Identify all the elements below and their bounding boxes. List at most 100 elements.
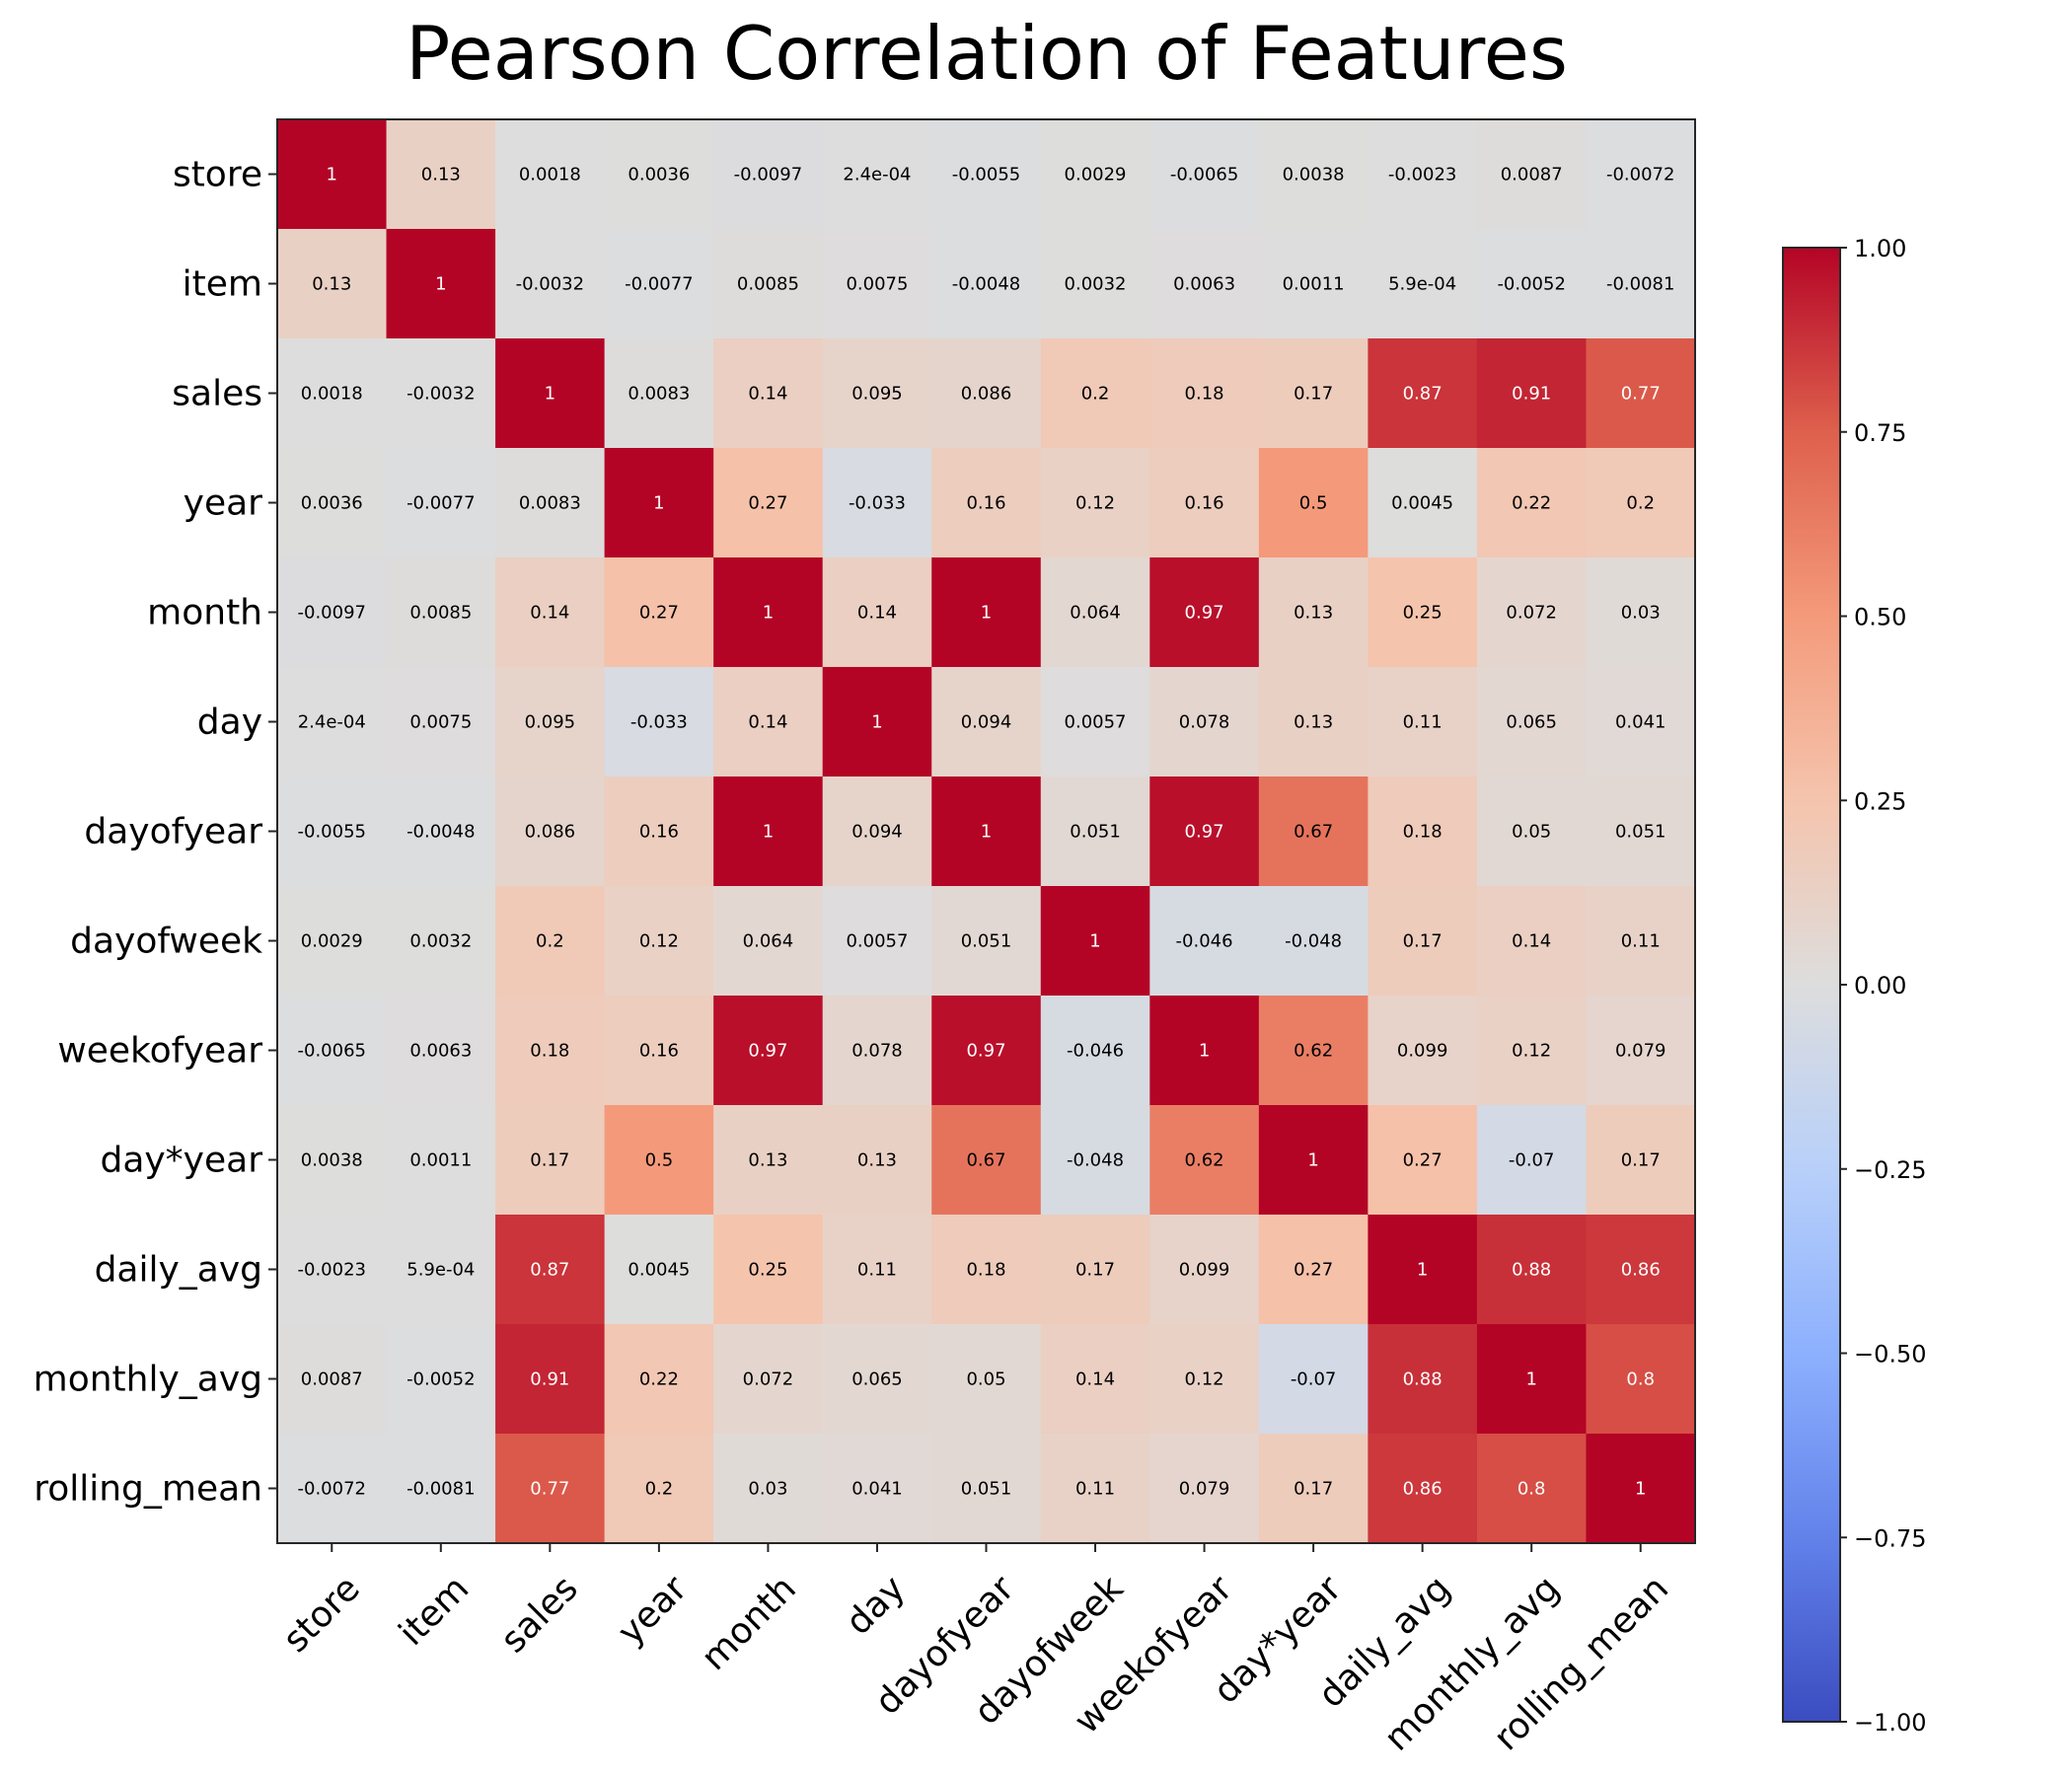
heatmap-cell: [1149, 1324, 1260, 1435]
cell-value-label: -0.0072: [1606, 165, 1674, 185]
cell-value-label: 0.05: [966, 1369, 1005, 1390]
cell-value-label: 0.0087: [1501, 165, 1563, 185]
cell-value-label: 0.13: [1294, 712, 1333, 733]
cell-value-label: 0.0087: [301, 1369, 363, 1390]
heatmap-cell: [386, 777, 496, 887]
cell-value-label: 0.03: [748, 1479, 787, 1500]
cell-value-label: 0.0038: [301, 1150, 363, 1171]
heatmap-cell: [1149, 229, 1260, 339]
cell-value-label: 0.12: [1512, 1041, 1551, 1062]
cell-value-label: 1: [1199, 1041, 1210, 1062]
cell-value-label: 0.97: [1185, 603, 1224, 624]
cell-value-label: 0.97: [748, 1041, 787, 1062]
heatmap-cell: [277, 1324, 388, 1435]
cell-value-label: 0.0045: [628, 1260, 690, 1281]
heatmap-cell: [1586, 777, 1696, 887]
cell-value-label: 0.97: [966, 1041, 1005, 1062]
heatmap-cell: [1368, 1105, 1478, 1216]
heatmap-cell: [495, 1434, 606, 1544]
heatmap-cell: [1476, 1105, 1588, 1216]
cell-value-label: 0.18: [530, 1041, 569, 1062]
cell-value-label: 0.16: [1185, 493, 1224, 514]
cell-value-label: 0.17: [1621, 1150, 1661, 1171]
cell-value-label: -0.0077: [407, 493, 475, 514]
heatmap-cell: [604, 119, 714, 230]
cell-value-label: 0.88: [1512, 1260, 1551, 1281]
cell-value-label: 5.9e-04: [407, 1260, 475, 1281]
heatmap-cell: [1040, 229, 1150, 339]
cell-value-label: 1: [1635, 1479, 1646, 1500]
cell-value-label: 0.0032: [1065, 274, 1127, 295]
cell-value-label: 0.0063: [1173, 274, 1235, 295]
cell-value-label: -0.0052: [1497, 274, 1565, 295]
heatmap-cell: [1258, 777, 1369, 887]
heatmap-cell: [1258, 1434, 1369, 1544]
heatmap-cell: [386, 1215, 496, 1325]
cell-value-label: 0.0036: [301, 493, 363, 514]
heatmap-cell: [822, 119, 932, 230]
cell-value-label: 0.0018: [301, 384, 363, 405]
cell-value-label: 0.0018: [519, 165, 581, 185]
cell-value-label: 0.086: [961, 384, 1012, 405]
cell-value-label: 0.094: [961, 712, 1012, 733]
cell-value-label: 0.13: [1294, 603, 1333, 624]
heatmap-cell: [1368, 1215, 1478, 1325]
heatmap-cell: [1368, 1324, 1478, 1435]
cell-value-label: 0.11: [857, 1260, 897, 1281]
cell-value-label: 0.16: [966, 493, 1005, 514]
heatmap-cell: [713, 1434, 824, 1544]
heatmap-cell: [495, 667, 606, 777]
heatmap-cell: [931, 229, 1042, 339]
heatmap-cell: [277, 1215, 388, 1325]
cell-value-label: 0.072: [1506, 603, 1557, 624]
cell-value-label: 0.0057: [1065, 712, 1127, 733]
heatmap-cell: [1586, 119, 1696, 230]
cell-value-label: 1: [981, 603, 992, 624]
heatmap-cell: [1040, 448, 1150, 558]
heatmap-cell: [1040, 996, 1150, 1106]
heatmap-cell: [277, 338, 388, 449]
cell-value-label: 0.18: [966, 1260, 1005, 1281]
x-tick-label: year: [611, 1568, 696, 1653]
heatmap-cell: [1586, 448, 1696, 558]
heatmap-cell: [713, 996, 824, 1106]
y-tick-label: day*year: [100, 1141, 262, 1181]
heatmap-cell: [277, 1434, 388, 1544]
colorbar-tick-label: 0.25: [1854, 787, 1906, 815]
heatmap-cell: [713, 777, 824, 887]
heatmap-cell: [1149, 557, 1260, 668]
heatmap-cell: [1149, 996, 1260, 1106]
cell-value-label: 0.16: [639, 822, 679, 843]
cell-value-label: 0.0038: [1283, 165, 1345, 185]
cell-value-label: 1: [981, 822, 992, 843]
heatmap-cell: [1258, 448, 1369, 558]
cell-value-label: 2.4e-04: [298, 712, 366, 733]
heatmap-cell: [713, 1105, 824, 1216]
heatmap-cell: [1586, 667, 1696, 777]
cell-value-label: -0.0097: [298, 603, 366, 624]
y-tick-label: dayofweek: [70, 922, 262, 962]
cell-value-label: -0.0065: [298, 1041, 366, 1062]
heatmap-cell: [1040, 886, 1150, 997]
heatmap-cell: [604, 1215, 714, 1325]
colorbar-tick-label: 0.75: [1854, 419, 1906, 447]
heatmap-cell: [822, 886, 932, 997]
heatmap-cell: [386, 119, 496, 230]
heatmap-cell: [713, 338, 824, 449]
cell-value-label: 0.0075: [409, 712, 472, 733]
heatmap-cell: [1368, 667, 1478, 777]
cell-value-label: 0.86: [1403, 1479, 1443, 1500]
cell-value-label: 0.2: [1081, 384, 1110, 405]
colorbar-tick-label: 0.00: [1854, 972, 1906, 999]
cell-value-label: 0.2: [536, 931, 564, 952]
cell-value-label: 0.0075: [846, 274, 908, 295]
cell-value-label: -0.048: [1067, 1150, 1124, 1171]
cell-value-label: 0.14: [748, 712, 787, 733]
heatmap-cell: [822, 1324, 932, 1435]
heatmap-cell: [822, 229, 932, 339]
heatmap-cell: [1586, 996, 1696, 1106]
cell-value-label: 0.11: [1403, 712, 1443, 733]
heatmap-cell: [1368, 229, 1478, 339]
cell-value-label: -0.033: [849, 493, 906, 514]
cell-value-label: 0.079: [1179, 1479, 1230, 1500]
